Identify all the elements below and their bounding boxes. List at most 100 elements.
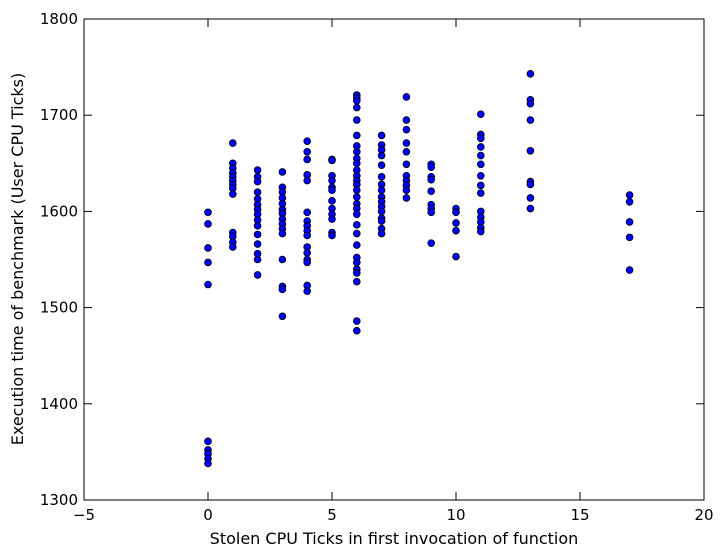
data-point (278, 255, 287, 264)
data-point (427, 208, 436, 217)
y-axis-label: Execution time of benchmark (User CPU Ti… (8, 73, 27, 446)
data-point (377, 161, 386, 170)
data-point (204, 258, 212, 267)
data-point (328, 231, 336, 240)
data-point (278, 229, 287, 238)
data-point (476, 110, 485, 119)
data-point (526, 204, 535, 213)
data-point (476, 172, 485, 180)
data-point (303, 208, 312, 217)
data-point (377, 217, 386, 225)
data-point (402, 186, 411, 195)
data-point (328, 186, 336, 195)
data-point (253, 240, 262, 248)
data-point (452, 226, 460, 235)
data-point (303, 248, 312, 257)
data-point (352, 326, 361, 335)
x-tick-label: 10 (446, 506, 465, 524)
data-point (476, 160, 485, 169)
data-point (625, 197, 634, 206)
data-point (427, 163, 436, 171)
data-point (303, 176, 312, 185)
data-point (328, 176, 336, 185)
x-axis-label: Stolen CPU Ticks in first invocation of … (210, 529, 579, 548)
data-point (204, 208, 212, 217)
data-point (625, 191, 634, 199)
y-tick-label: 1300 (40, 491, 78, 509)
axis-ticks: −5 0 5 10 15 20 1300 1400 1500 1600 1700 1800 (40, 10, 714, 524)
data-point (352, 147, 361, 156)
data-point (204, 244, 212, 252)
data-point (352, 193, 361, 201)
data-points (204, 70, 634, 468)
data-point (352, 221, 361, 229)
data-point (625, 266, 634, 274)
y-tick-label: 1400 (40, 395, 78, 413)
data-point (377, 172, 386, 181)
data-point (352, 116, 361, 124)
data-point (526, 70, 535, 78)
data-point (253, 177, 262, 186)
data-point (229, 190, 237, 198)
x-tick-label: −5 (73, 506, 95, 524)
data-point (402, 116, 411, 124)
y-tick-label: 1800 (40, 10, 78, 28)
data-point (253, 255, 262, 264)
data-point (352, 277, 361, 286)
data-point (352, 229, 361, 238)
data-point (328, 197, 336, 205)
data-point (476, 189, 485, 197)
data-point (377, 186, 386, 195)
data-point (278, 168, 287, 176)
data-point (253, 188, 262, 196)
data-point (377, 229, 386, 238)
data-point (253, 166, 262, 174)
x-tick-label: 5 (327, 506, 337, 524)
data-point (476, 143, 485, 151)
plot-frame (83, 18, 705, 501)
data-point (352, 317, 361, 325)
data-point (402, 93, 411, 101)
data-point (204, 280, 212, 289)
data-point (303, 287, 312, 296)
data-point (229, 243, 237, 251)
data-point (303, 155, 312, 164)
data-point (377, 207, 386, 216)
y-tick-label: 1700 (40, 106, 78, 124)
data-point (526, 180, 535, 189)
data-point (303, 137, 312, 145)
data-point (452, 252, 460, 261)
data-point (377, 131, 386, 140)
data-point (402, 194, 411, 202)
x-tick-label: 0 (203, 506, 213, 524)
data-point (303, 231, 312, 240)
data-point (402, 139, 411, 147)
data-point (476, 227, 485, 236)
data-point (476, 151, 485, 160)
data-point (402, 125, 411, 134)
data-point (352, 210, 361, 219)
data-point (452, 219, 460, 227)
data-point (328, 156, 336, 165)
data-point (253, 230, 262, 239)
data-point (303, 147, 312, 156)
data-point (352, 186, 361, 195)
data-point (328, 215, 336, 223)
data-point (427, 187, 436, 195)
data-point (229, 139, 237, 147)
data-point (526, 146, 535, 155)
data-point (278, 312, 287, 321)
data-point (625, 218, 634, 226)
data-point (377, 151, 386, 160)
data-point (352, 159, 361, 168)
plot-area (84, 19, 704, 500)
data-point (352, 269, 361, 277)
data-point (204, 437, 212, 446)
data-point (352, 241, 361, 249)
data-point (303, 258, 312, 267)
data-point (476, 134, 485, 143)
data-point (526, 99, 535, 108)
data-point (402, 160, 411, 169)
data-point (352, 103, 361, 112)
